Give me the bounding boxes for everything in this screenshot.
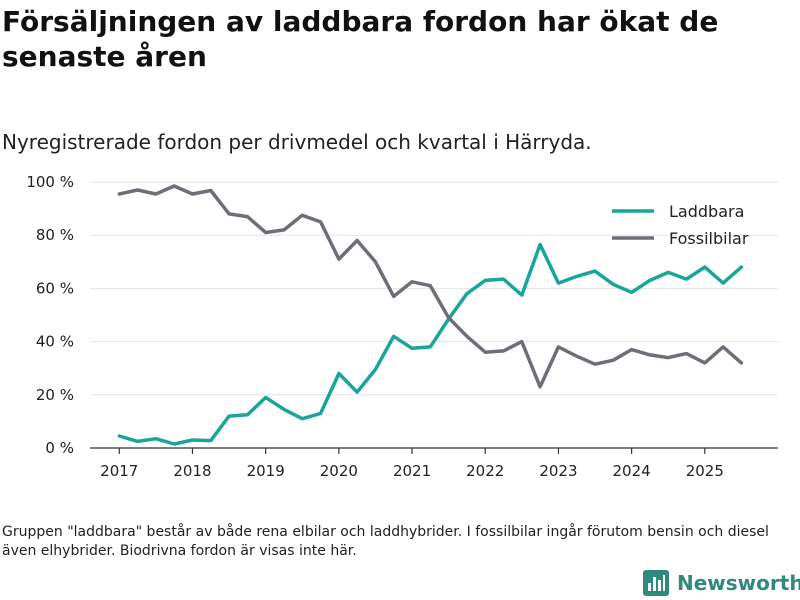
line-chart: 0 % 20 % 40 % 60 % 80 % 100 % 2017 2018 2019 202… <box>26 173 778 480</box>
x-tick-label: 2017 <box>100 462 138 480</box>
gridlines <box>90 181 778 396</box>
chart-title: Försäljningen av laddbara fordon har öka… <box>2 5 719 73</box>
x-tick-label: 2024 <box>613 462 651 480</box>
legend-label: Fossilbilar <box>669 229 749 248</box>
series-line-fossilbilar <box>117 184 744 389</box>
x-tick-label: 2018 <box>173 462 211 480</box>
x-tick-label: 2020 <box>320 462 358 480</box>
footnote: Gruppen "laddbara" består av både rena e… <box>2 524 769 559</box>
y-tick-label: 80 % <box>36 226 74 244</box>
series-line-laddbara <box>117 242 744 446</box>
logo-text: Newsworthy <box>677 571 800 595</box>
y-tick-label: 40 % <box>36 333 74 351</box>
legend-label: Laddbara <box>669 202 744 221</box>
y-tick-label: 0 % <box>45 439 74 457</box>
x-tick-label: 2025 <box>686 462 724 480</box>
x-tick-label: 2019 <box>247 462 285 480</box>
x-tick-label: 2022 <box>466 462 504 480</box>
y-tick-label: 20 % <box>36 386 74 404</box>
newsworthy-logo[interactable]: Newsworthy <box>643 568 800 598</box>
legend: Laddbara Fossilbilar <box>612 202 749 248</box>
x-axis: 2017 2018 2019 2020 2021 2022 2023 2024 2025 <box>90 447 778 480</box>
series-lines <box>117 184 744 446</box>
y-tick-label: 100 % <box>26 173 74 191</box>
chart-subtitle: Nyregistrerade fordon per drivmedel och … <box>2 130 592 154</box>
x-tick-label: 2023 <box>539 462 577 480</box>
x-tick-label: 2021 <box>393 462 431 480</box>
y-tick-label: 60 % <box>36 279 74 297</box>
y-axis-ticks: 0 % 20 % 40 % 60 % 80 % 100 % <box>26 173 74 457</box>
bar-chart-logo-icon <box>643 570 669 596</box>
